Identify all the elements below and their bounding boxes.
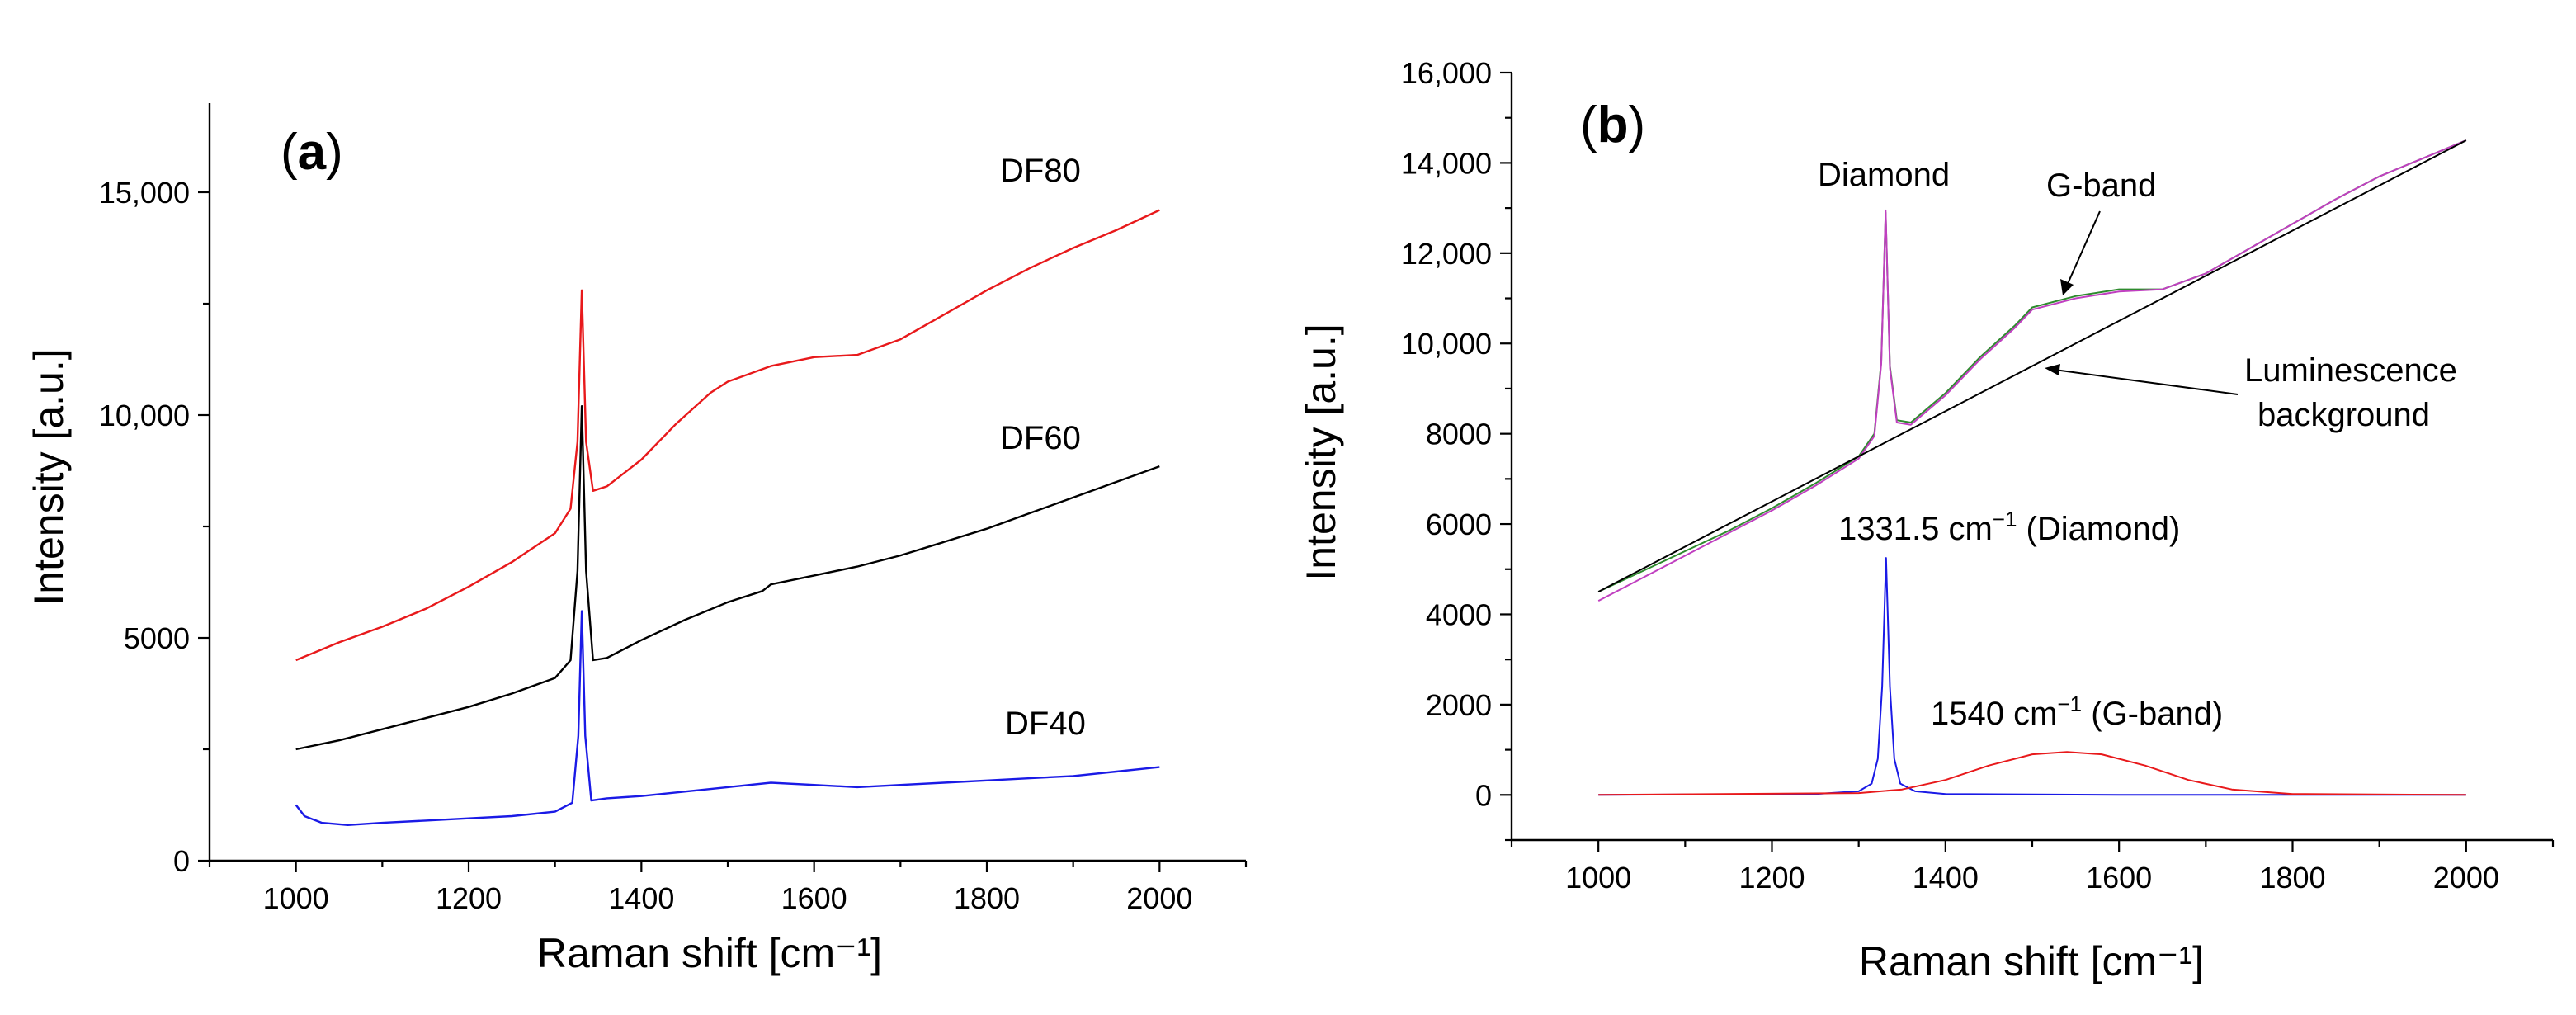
panel-a-xlabel: Raman shift [cm⁻¹] <box>537 930 882 976</box>
series-line-df80 <box>295 209 1160 662</box>
x-tick-label-2000: 2000 <box>2433 861 2499 895</box>
x-tick-label-1200: 1200 <box>436 881 502 915</box>
panel-a-axes <box>208 103 1246 862</box>
x-tick-label-2000: 2000 <box>1126 881 1192 915</box>
panel-b-ylabel: Intensity [a.u.] <box>1298 323 1344 580</box>
y-tick-label-0: 0 <box>173 844 190 878</box>
series-line-fit <box>1597 139 2467 602</box>
annotation-gband: G-band <box>2046 168 2156 204</box>
x-tick-label-1600: 1600 <box>781 881 847 915</box>
gband-arrow <box>2060 210 2101 295</box>
series-line-g-band-peak <box>1598 751 2466 796</box>
x-tick-label-1000: 1000 <box>263 881 329 915</box>
x-tick-label-1800: 1800 <box>2259 861 2325 895</box>
x-tick-label-1000: 1000 <box>1565 861 1631 895</box>
y-tick-label-6000: 6000 <box>1426 508 1492 541</box>
y-tick-label-8000: 8000 <box>1426 418 1492 451</box>
annotation-diamond-peak: 1331.5 cm−1 (Diamond) <box>1838 507 2180 547</box>
series-line-df40 <box>295 610 1160 826</box>
y-tick-label-16000: 16,000 <box>1401 56 1492 90</box>
y-tick-label-4000: 4000 <box>1426 597 1492 631</box>
panel-b-label: (b) <box>1580 97 1645 153</box>
series-line-luminescence-background <box>1597 139 2467 592</box>
y-tick-label-5000: 5000 <box>124 621 190 655</box>
panel-a-series <box>295 209 1160 826</box>
series-label-df60: DF60 <box>1000 420 1081 456</box>
x-tick-label-1400: 1400 <box>608 881 674 915</box>
panel-b-chart: 1000 1200 1400 1600 1800 2000 0 2000 4000 6000 800… <box>1298 56 2555 984</box>
annotation-diamond: Diamond <box>1818 157 1950 193</box>
panel-b-series <box>1597 139 2467 796</box>
series-label-df40: DF40 <box>1005 706 1086 742</box>
y-tick-label-10000: 10,000 <box>1401 327 1492 361</box>
x-tick-label-1800: 1800 <box>954 881 1020 915</box>
annotation-gband-peak: 1540 cm−1 (G-band) <box>1931 692 2223 732</box>
luminescence-arrow <box>2045 364 2239 395</box>
annotation-luminescence-line1: Luminescence <box>2244 352 2457 389</box>
panel-a-chart: 1000 1200 1400 1600 1800 2000 0 5000 10,000 15,00… <box>26 103 1248 976</box>
panel-b-ticks: 1000 1200 1400 1600 1800 2000 0 2000 4000 6000 800… <box>1401 56 2555 895</box>
x-tick-label-1200: 1200 <box>1739 861 1805 895</box>
panel-b-axes <box>1510 73 2553 842</box>
annotation-luminescence-line2: background <box>2258 397 2430 433</box>
y-tick-label-15000: 15,000 <box>99 176 190 210</box>
x-tick-label-1600: 1600 <box>2086 861 2152 895</box>
panel-b-letter: b <box>1597 97 1629 153</box>
panel-a-letter: a <box>298 124 327 181</box>
panel-a-ylabel: Intensity [a.u.] <box>26 348 72 605</box>
panel-a-ticks: 1000 1200 1400 1600 1800 2000 0 5000 10,000 15,00… <box>99 176 1248 915</box>
y-tick-label-2000: 2000 <box>1426 688 1492 722</box>
panel-b-xlabel: Raman shift [cm⁻¹] <box>1859 938 2204 984</box>
y-tick-label-14000: 14,000 <box>1401 146 1492 180</box>
y-tick-label-10000: 10,000 <box>99 399 190 432</box>
series-line-df60 <box>295 405 1160 751</box>
x-tick-label-1400: 1400 <box>1913 861 1979 895</box>
panel-a-label: (a) <box>281 124 343 181</box>
y-tick-label-0: 0 <box>1475 778 1492 812</box>
y-tick-label-12000: 12,000 <box>1401 237 1492 271</box>
series-label-df80: DF80 <box>1000 153 1081 189</box>
series-line-diamond-peak <box>1598 557 2466 796</box>
